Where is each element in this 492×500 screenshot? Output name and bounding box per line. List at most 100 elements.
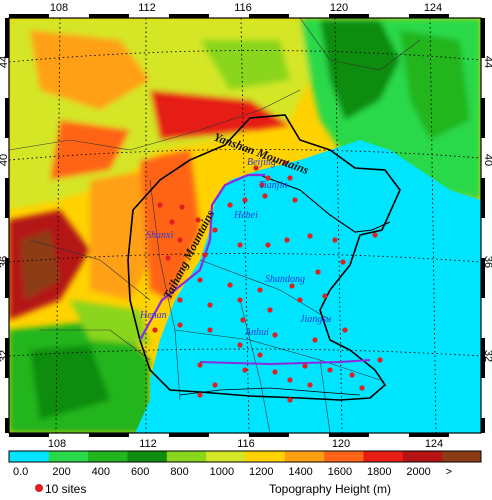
colorbar-segment [87,451,128,462]
site-marker [179,204,185,210]
southern-boundary [199,359,371,366]
site-marker [289,283,295,289]
site-marker [169,219,175,225]
site-marker [327,367,333,373]
site-marker [284,237,290,243]
colorbar-tick-label: 600 [131,466,149,478]
lon-tick-top-108: 108 [50,2,68,14]
colorbar-segment [166,451,207,462]
plain-area [150,140,481,433]
study-region-boundary [127,114,401,401]
site-marker [197,392,203,398]
site-marker [262,193,268,199]
label-beijing: Beijing [247,157,276,168]
label-shanxi: Shanxi [146,230,173,241]
lat-tick-right-44: 44 [482,56,492,68]
site-marker [287,175,293,181]
colorbar-segment [441,451,482,462]
lon-tick-bottom-124: 124 [425,438,443,450]
lon-tick-bottom-112: 112 [139,438,157,450]
frame-ruler [5,14,485,437]
lon-tick-bottom-108: 108 [48,438,66,450]
lon-tick-bottom-120: 120 [332,438,350,450]
colorbar-segment [245,451,285,462]
label-tianjin: Tianjin [259,180,287,191]
site-marker [237,297,243,303]
colorbar-segment [127,451,167,462]
coastline [261,175,391,233]
site-marker [272,332,278,338]
colorbar-tick-label: 1400 [288,466,312,478]
colorbar-tick-label: 1600 [328,466,352,478]
site-marker [349,372,355,378]
site-marker [202,252,208,258]
site-marker [302,363,308,369]
site-marker [332,237,338,243]
lon-tick-top-112: 112 [138,2,156,14]
site-marker [267,307,273,313]
colorbar-segment [48,451,89,462]
site-marker [212,227,218,233]
lat-tick-right-32: 32 [482,350,492,362]
label-henan: Henan [139,310,167,321]
site-marker [237,242,243,248]
colorbar-segment [9,451,49,462]
site-marker [242,367,248,373]
site-marker [287,397,293,403]
colorbar-tick-label: 800 [170,466,188,478]
colorbar-tick-label: 200 [52,466,70,478]
site-marker [340,259,346,265]
site-marker [207,302,213,308]
site-marker [197,362,203,368]
site-marker [287,377,293,383]
site-marker [227,282,233,288]
site-marker [307,382,313,388]
site-marker [207,327,213,333]
colorbar-tick-label: 1800 [367,466,391,478]
colorbar [8,450,482,463]
colorbar-segment [323,451,364,462]
colorbar-frame [8,450,482,463]
site-marker [242,197,248,203]
site-marker [177,322,183,328]
colorbar-tick-label: > [446,466,452,478]
colorbar-tick-label: 0.0 [13,466,28,478]
site-marker [312,337,318,343]
colorbar-ticks: 0.0 200 400 600 800 1000 1200 1400 1600 1800 2000 > [13,466,452,478]
site-marker [359,385,365,391]
lat-tick-right-36: 36 [482,256,492,268]
site-marker [372,232,378,238]
site-marker [292,197,298,203]
site-marker [272,369,278,375]
site-marker [315,269,321,275]
site-marker [307,233,313,239]
colorbar-tick-label: 1200 [249,466,273,478]
colorbar-segment [205,451,246,462]
colorbar-tick-label: 400 [92,466,110,478]
site-marker [253,165,259,171]
site-marker [265,242,271,248]
site-legend-marker [35,484,43,492]
site-marker [152,327,158,333]
lat-tick-left-32: 32 [0,350,10,362]
site-marker [237,342,243,348]
lat-tick-left-44: 44 [0,56,10,68]
lon-tick-top-124: 124 [424,2,442,14]
lon-tick-top-120: 120 [330,2,348,14]
lat-tick-right-40: 40 [482,154,492,166]
site-marker [297,297,303,303]
lat-ticks-right: 44 40 36 32 [482,56,492,362]
site-marker [227,202,233,208]
lat-ticks-left: 44 40 36 32 [0,56,10,362]
site-legend-label: 10 sites [45,482,86,496]
site-marker [257,287,263,293]
site-marker [282,160,288,166]
lon-ticks-bottom: 108 112 116 120 124 [48,438,443,450]
site-marker [240,317,246,323]
lon-ticks-top: 108 112 116 120 124 [50,2,442,14]
colorbar-title: Topography Height (m) [269,482,391,496]
site-marker [259,182,265,188]
label-jiangsu: Jiangsu [300,314,331,325]
site-marker [195,217,201,223]
